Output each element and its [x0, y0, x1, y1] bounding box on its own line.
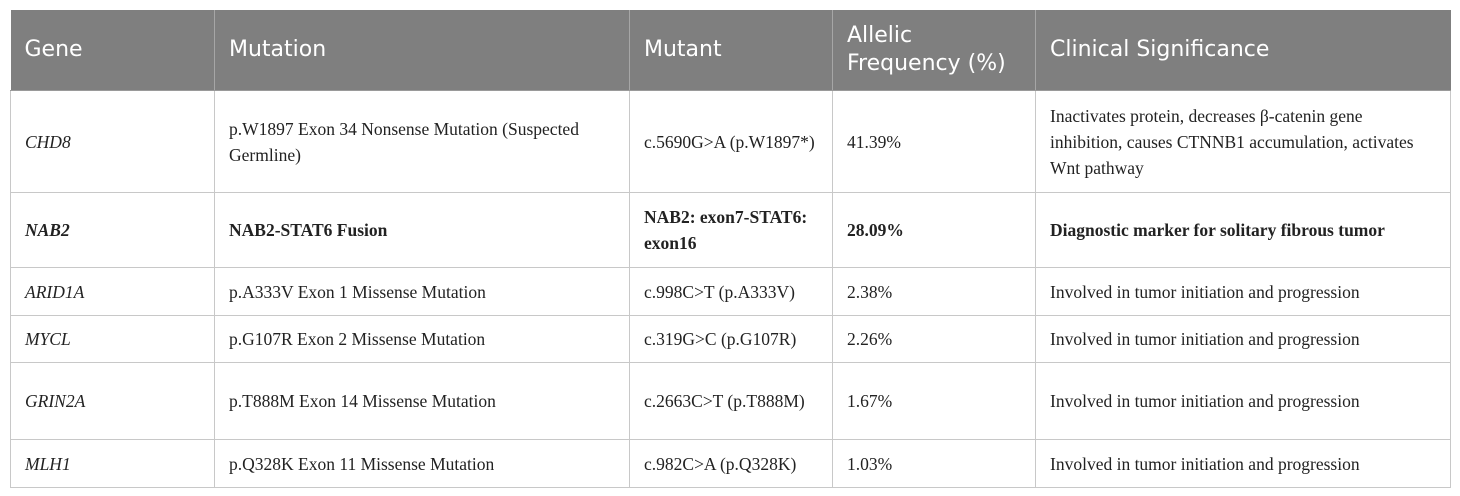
mutation-table-container: Gene Mutation Mutant Allelic Frequency (… [10, 10, 1451, 488]
cell-gene: NAB2 [10, 192, 215, 268]
cell-significance: Inactivates protein, decreases β-catenin… [1035, 90, 1451, 193]
mutation-table: Gene Mutation Mutant Allelic Frequency (… [10, 10, 1451, 488]
cell-gene: MLH1 [10, 439, 215, 488]
cell-significance: Involved in tumor initiation and progres… [1035, 362, 1451, 440]
cell-significance: Involved in tumor initiation and progres… [1035, 439, 1451, 488]
table-row: ARID1A p.A333V Exon 1 Missense Mutation … [10, 267, 1451, 316]
cell-mutation: p.G107R Exon 2 Missense Mutation [214, 315, 630, 363]
header-row: Gene Mutation Mutant Allelic Frequency (… [10, 10, 1451, 91]
cell-significance: Diagnostic marker for solitary fibrous t… [1035, 192, 1451, 268]
table-header: Gene Mutation Mutant Allelic Frequency (… [10, 10, 1451, 91]
table-row: MYCL p.G107R Exon 2 Missense Mutation c.… [10, 315, 1451, 363]
header-mutation: Mutation [214, 10, 630, 91]
cell-mutant: c.982C>A (p.Q328K) [629, 439, 833, 488]
cell-mutation: p.Q328K Exon 11 Missense Mutation [214, 439, 630, 488]
cell-mutant: c.5690G>A (p.W1897*) [629, 90, 833, 193]
cell-gene: MYCL [10, 315, 215, 363]
cell-frequency: 2.38% [832, 267, 1036, 316]
cell-gene: CHD8 [10, 90, 215, 193]
cell-mutation: p.W1897 Exon 34 Nonsense Mutation (Suspe… [214, 90, 630, 193]
cell-frequency: 28.09% [832, 192, 1036, 268]
header-allelic-frequency: Allelic Frequency (%) [832, 10, 1036, 91]
cell-significance: Involved in tumor initiation and progres… [1035, 315, 1451, 363]
cell-frequency: 2.26% [832, 315, 1036, 363]
cell-frequency: 1.67% [832, 362, 1036, 440]
cell-gene: GRIN2A [10, 362, 215, 440]
cell-frequency: 41.39% [832, 90, 1036, 193]
table-row: MLH1 p.Q328K Exon 11 Missense Mutation c… [10, 439, 1451, 488]
cell-gene: ARID1A [10, 267, 215, 316]
table-row: GRIN2A p.T888M Exon 14 Missense Mutation… [10, 362, 1451, 440]
cell-mutant: c.319G>C (p.G107R) [629, 315, 833, 363]
header-clinical-significance: Clinical Significance [1035, 10, 1451, 91]
table-row: NAB2 NAB2-STAT6 Fusion NAB2: exon7-STAT6… [10, 192, 1451, 268]
header-gene: Gene [10, 10, 215, 91]
cell-frequency: 1.03% [832, 439, 1036, 488]
cell-mutation: p.A333V Exon 1 Missense Mutation [214, 267, 630, 316]
cell-mutant: c.2663C>T (p.T888M) [629, 362, 833, 440]
cell-significance: Involved in tumor initiation and progres… [1035, 267, 1451, 316]
table-body: CHD8 p.W1897 Exon 34 Nonsense Mutation (… [10, 90, 1451, 488]
header-mutant: Mutant [629, 10, 833, 91]
table-row: CHD8 p.W1897 Exon 34 Nonsense Mutation (… [10, 90, 1451, 193]
cell-mutation: NAB2-STAT6 Fusion [214, 192, 630, 268]
cell-mutant: NAB2: exon7-STAT6: exon16 [629, 192, 833, 268]
cell-mutation: p.T888M Exon 14 Missense Mutation [214, 362, 630, 440]
cell-mutant: c.998C>T (p.A333V) [629, 267, 833, 316]
